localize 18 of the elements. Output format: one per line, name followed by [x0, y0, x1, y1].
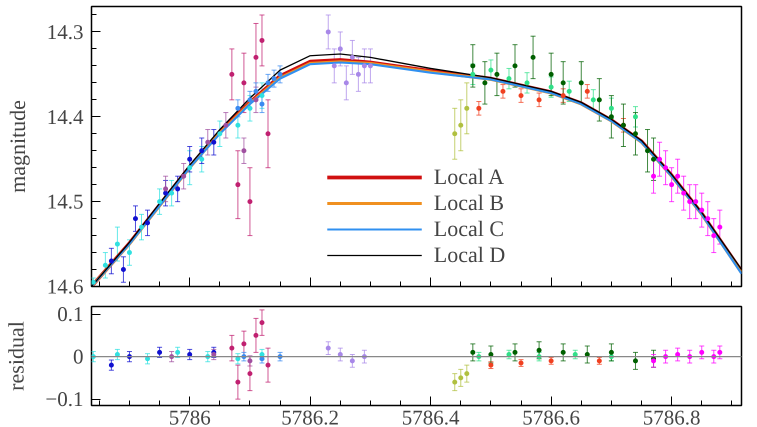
x-tick-label: 5786.4	[402, 406, 460, 427]
y-tick-label: 14.5	[46, 190, 84, 214]
y-tick-label: 14.6	[46, 274, 84, 298]
y-axis-title: residual	[3, 321, 28, 391]
x-tick-label: 5786.6	[522, 406, 580, 427]
x-tick-label: 5786.2	[281, 406, 340, 427]
y-axis-title: magnitude	[4, 100, 30, 193]
y-tick-label: −0.1	[45, 387, 84, 412]
x-tick-label: 5786	[168, 406, 211, 427]
y-tick-label: 0	[73, 344, 84, 369]
legend-label: Local D	[434, 242, 506, 268]
y-tick-label: 14.4	[46, 104, 84, 129]
y-tick-label: 0.1	[57, 302, 84, 326]
legend-label: Local B	[434, 190, 504, 216]
legend-label: Local A	[434, 164, 504, 190]
y-tick-label: 14.3	[46, 20, 84, 44]
legend-label: Local C	[434, 216, 504, 242]
x-tick-label: 5786.8	[642, 406, 700, 427]
